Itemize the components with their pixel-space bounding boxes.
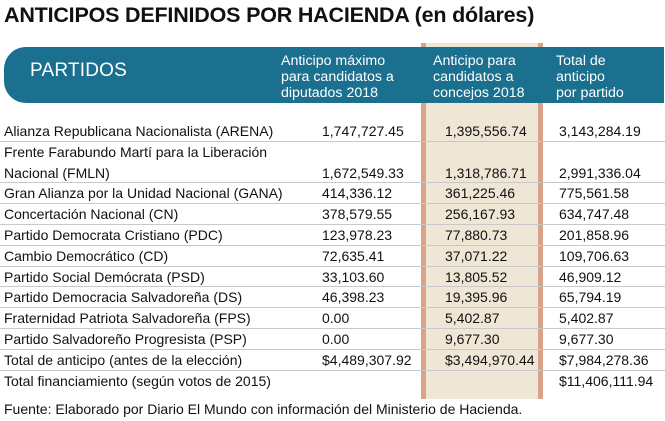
value-diputados: 1,747,727.45: [322, 123, 404, 139]
value-concejos: 1,395,556.74: [445, 123, 527, 139]
value-diputados: 123,978.23: [322, 226, 393, 243]
value-diputados: $4,489,307.92: [322, 351, 412, 368]
party-name: Concertación Nacional (CN): [4, 206, 179, 223]
value-total: 634,747.48: [559, 206, 630, 223]
data-table: Alianza Republicana Nacionalista (ARENA)…: [0, 121, 665, 391]
value-concejos: 361,225.46: [445, 185, 516, 202]
table-row-total: Total de anticipo (antes de la elección)…: [0, 350, 665, 371]
table-row: Gran Alianza por la Unidad Nacional (GAN…: [0, 183, 665, 205]
value-concejos: 5,402.87: [445, 310, 500, 327]
value-total: 9,677.30: [559, 330, 614, 347]
table-row: Partido Democrata Cristiano (PDC) 123,97…: [0, 225, 665, 246]
page-title: ANTICIPOS DEFINIDOS POR HACIENDA (en dól…: [4, 3, 535, 27]
value-diputados: 0.00: [322, 330, 350, 347]
value-concejos: 19,395.96: [445, 289, 508, 306]
value-total: $11,406,111.94: [559, 372, 654, 389]
value-diputados: 1,672,549.33: [322, 164, 404, 181]
value-diputados: 33,103.60: [322, 268, 385, 285]
table-row: Frente Farabundo Martí para la Liberació…: [0, 142, 665, 163]
header-banner: [4, 47, 664, 103]
header-col-diputados: Anticipo máximo para candidatos a diputa…: [281, 53, 394, 101]
table-row: Partido Democracia Salvadoreña (DS) 46,3…: [0, 287, 665, 309]
value-concejos: 9,677.30: [445, 330, 500, 347]
value-total: 46,909.12: [559, 268, 622, 285]
value-total: 2,991,336.04: [559, 164, 641, 181]
value-concejos: 1,318,786.71: [445, 164, 527, 181]
value-total: 109,706.63: [559, 247, 630, 264]
value-concejos: $3,494,970.44: [445, 351, 535, 368]
value-concejos: 256,167.93: [445, 206, 516, 223]
party-name: Partido Democrata Cristiano (PDC): [4, 226, 223, 243]
table-row: Concertación Nacional (CN) 378,579.55 25…: [0, 204, 665, 225]
party-name: Partido Social Demócrata (PSD): [4, 268, 205, 285]
header-col-total: Total de anticipo por partido: [556, 53, 624, 101]
value-total: 65,794.19: [559, 289, 622, 306]
value-total: 3,143,284.19: [559, 123, 641, 139]
value-diputados: 46,398.23: [322, 289, 385, 306]
party-name: Partido Salvadoreño Progresista (PSP): [4, 330, 247, 347]
financing-label: Total financiamiento (según votos de 201…: [4, 372, 271, 389]
party-name: Partido Democracia Salvadoreña (DS): [4, 289, 243, 306]
total-label: Total de anticipo (antes de la elección): [4, 351, 243, 368]
value-concejos: 37,071.22: [445, 247, 508, 264]
header-col-concejos: Anticipo para candidatos a concejos 2018: [433, 53, 525, 101]
value-total: 775,561.58: [559, 185, 630, 202]
table-row: Fraternidad Patriota Salvadoreña (FPS) 0…: [0, 308, 665, 329]
value-total: 5,402.87: [559, 310, 614, 327]
value-total: $7,984,278.36: [559, 351, 649, 368]
table-row: Partido Salvadoreño Progresista (PSP) 0.…: [0, 329, 665, 350]
party-name: Gran Alianza por la Unidad Nacional (GAN…: [4, 185, 283, 202]
party-name: Fraternidad Patriota Salvadoreña (FPS): [4, 310, 251, 327]
table-row-financing: Total financiamiento (según votos de 201…: [0, 371, 665, 392]
party-name: Alianza Republicana Nacionalista (ARENA): [4, 123, 274, 139]
party-name: Cambio Democrático (CD): [4, 247, 169, 264]
table-row: Cambio Democrático (CD) 72,635.41 37,071…: [0, 246, 665, 267]
party-name: Nacional (FMLN): [4, 164, 110, 181]
value-diputados: 72,635.41: [322, 247, 385, 264]
header-partidos: PARTIDOS: [30, 60, 127, 81]
value-concejos: 13,805.52: [445, 268, 508, 285]
value-total: 201,858.96: [559, 226, 630, 243]
source-note: Fuente: Elaborado por Diario El Mundo co…: [4, 401, 523, 417]
table-row: Alianza Republicana Nacionalista (ARENA)…: [0, 121, 665, 142]
value-diputados: 378,579.55: [322, 206, 393, 223]
value-diputados: 0.00: [322, 310, 350, 327]
value-diputados: 414,336.12: [322, 185, 393, 202]
table-row: Partido Social Demócrata (PSD) 33,103.60…: [0, 267, 665, 288]
party-name: Frente Farabundo Martí para la Liberació…: [4, 143, 268, 160]
value-concejos: 77,880.73: [445, 226, 508, 243]
table-row: Nacional (FMLN) 1,672,549.33 1,318,786.7…: [0, 163, 665, 184]
